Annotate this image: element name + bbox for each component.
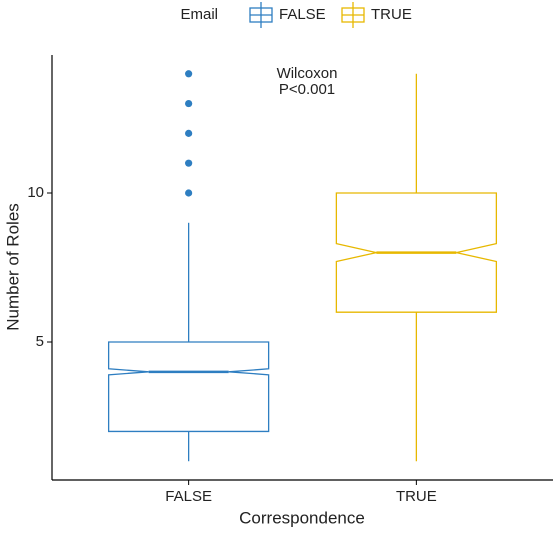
outlier xyxy=(185,70,193,78)
legend-label: TRUE xyxy=(371,6,412,23)
x-axis-title: Correspondence xyxy=(239,508,365,527)
outlier xyxy=(185,99,193,108)
box xyxy=(335,192,498,313)
outlier xyxy=(185,189,193,197)
x-tick-label: TRUE xyxy=(396,488,437,505)
box xyxy=(107,341,270,433)
legend-label: FALSE xyxy=(279,6,326,23)
x-tick-label: FALSE xyxy=(165,488,212,505)
y-axis-title: Number of Roles xyxy=(3,203,22,331)
legend-title: Email xyxy=(180,6,218,23)
y-tick-label: 10 xyxy=(27,184,44,201)
outlier xyxy=(185,159,193,167)
annotation: Wilcoxon xyxy=(277,65,338,82)
y-tick-label: 5 xyxy=(36,333,44,350)
annotation: P<0.001 xyxy=(279,81,335,98)
outlier xyxy=(185,129,193,137)
